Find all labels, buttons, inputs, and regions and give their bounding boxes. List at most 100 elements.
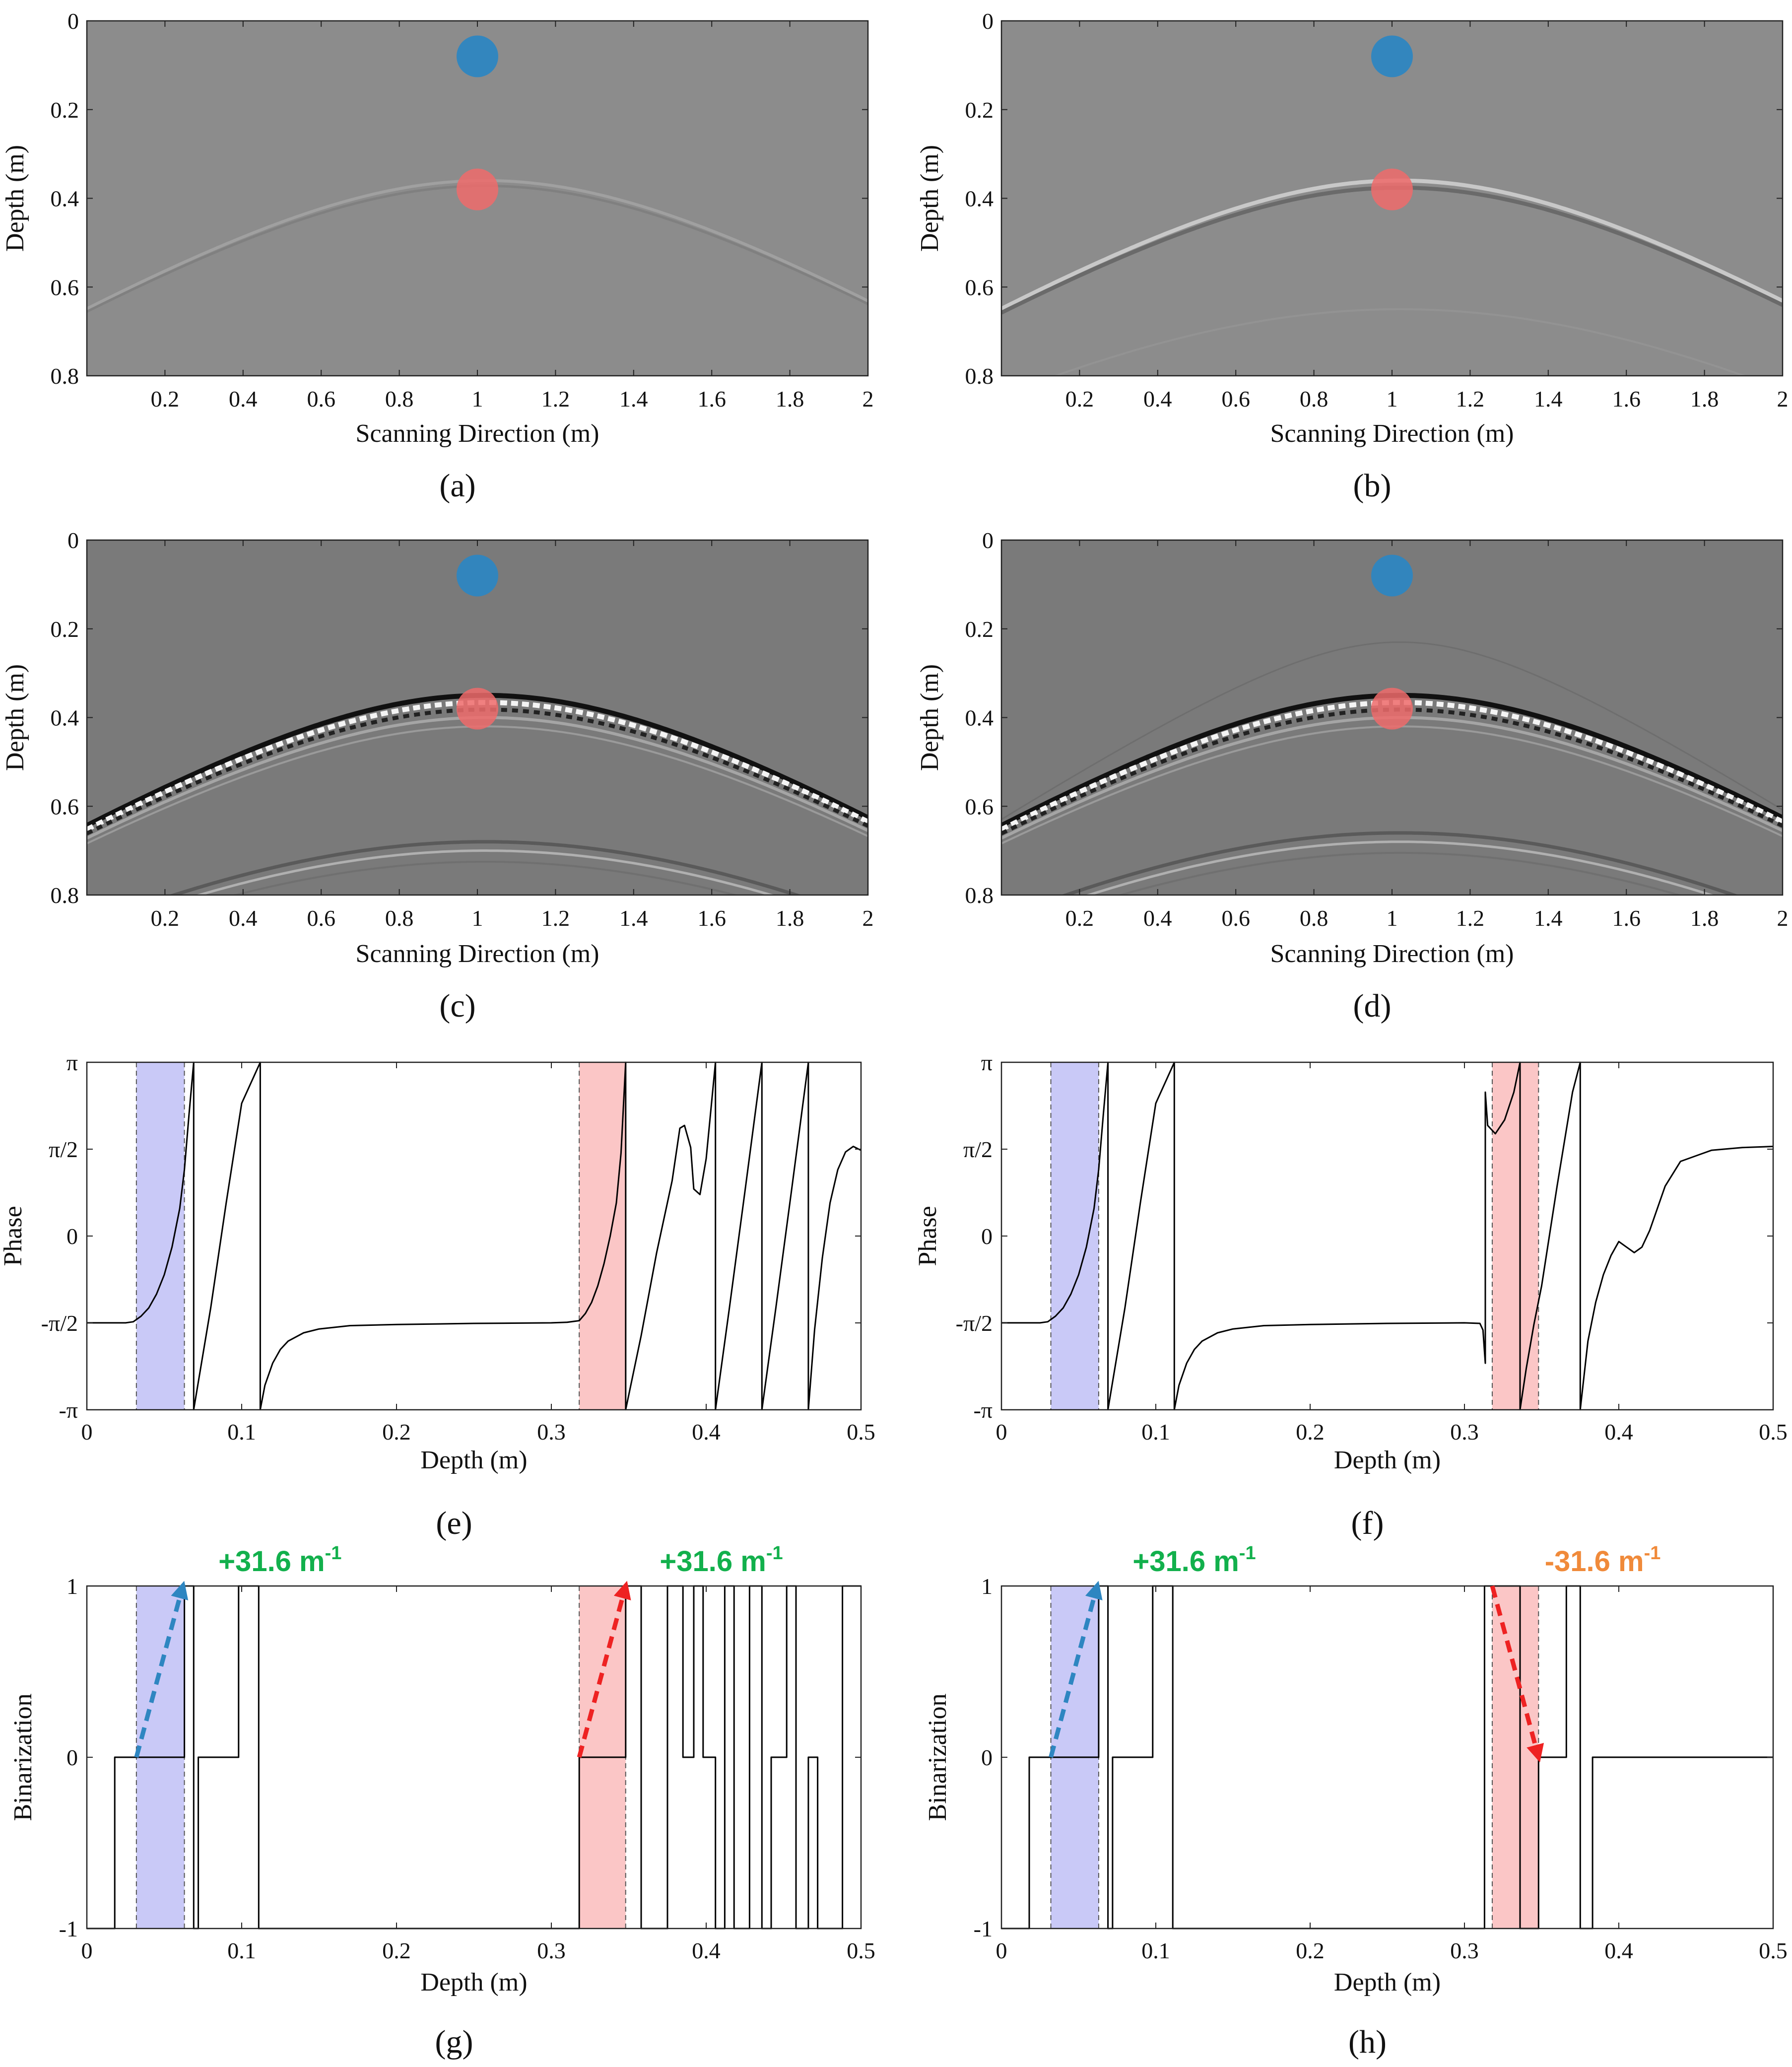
panel-caption: (e) bbox=[436, 1505, 472, 1541]
x-tick-label: 0.5 bbox=[1759, 1419, 1788, 1445]
x-tick-label: 0.4 bbox=[1143, 905, 1172, 931]
x-tick-label: 1.8 bbox=[1690, 386, 1719, 412]
panel-b: 0.2 0.4 0.6 0.8 1 1.2 1.4 1.6 1.8 2 0 0.2 0.4 0.6 0.8 S… bbox=[916, 8, 1789, 504]
red-band bbox=[1492, 1586, 1539, 1929]
x-tick-label: 1.4 bbox=[1534, 905, 1563, 931]
x-tick-label: 1 bbox=[472, 905, 483, 931]
y-tick-label: π bbox=[981, 1050, 993, 1075]
x-tick-label: 1.6 bbox=[1612, 386, 1641, 412]
y-tick-label: 1 bbox=[66, 1574, 78, 1599]
y-tick-label: 0 bbox=[67, 528, 79, 553]
x-tick-label: 0.6 bbox=[307, 905, 335, 931]
y-tick-label: 0 bbox=[982, 528, 994, 553]
x-tick-label: 0.6 bbox=[307, 386, 335, 412]
gradient-label-value: -31.6 m bbox=[1545, 1545, 1644, 1578]
y-tick-label: 0.2 bbox=[965, 97, 994, 123]
hyperbola-reflection bbox=[1053, 308, 1747, 376]
radargram-content bbox=[1001, 641, 1783, 895]
series-phase bbox=[1001, 1061, 1774, 1411]
x-tick-label: 0.2 bbox=[151, 905, 180, 931]
y-tick-label: 0.6 bbox=[51, 275, 79, 300]
y-tick-label: π/2 bbox=[49, 1137, 78, 1162]
gradient-label: +31.6 m-1 bbox=[218, 1543, 341, 1578]
y-axis-label: Phase bbox=[914, 1206, 942, 1266]
secondary-hyperbola bbox=[195, 849, 776, 895]
y-tick-label: π/2 bbox=[963, 1137, 993, 1162]
y-axis-label: Depth (m) bbox=[1, 664, 29, 771]
y-tick-label: 0.4 bbox=[965, 705, 994, 731]
panel-e: 0 0.1 0.2 0.3 0.4 0.5 -π -π/2 0 π/2 π Depth (m) Phas… bbox=[0, 1050, 875, 1541]
red-band bbox=[579, 1062, 626, 1410]
x-tick-label: 0.6 bbox=[1221, 905, 1250, 931]
x-tick-label: 0.1 bbox=[1141, 1419, 1170, 1445]
secondary-hyperbola bbox=[231, 861, 739, 895]
x-tick-label: 0.2 bbox=[1296, 1419, 1325, 1445]
x-tick-label: 0.4 bbox=[1604, 1938, 1633, 1963]
hyperbola-reflection bbox=[87, 707, 868, 835]
x-tick-label: 0.3 bbox=[537, 1419, 566, 1445]
gradient-label: +31.6 m-1 bbox=[660, 1543, 783, 1578]
plot-background bbox=[1001, 1062, 1773, 1410]
panel-caption: (c) bbox=[439, 988, 475, 1024]
panel-c: 0.2 0.4 0.6 0.8 1 1.2 1.4 1.6 1.8 2 0 0.2 0.4 0.6 0.8 S… bbox=[1, 528, 874, 1024]
panel-a: 0.2 0.4 0.6 0.8 1 1.2 1.4 1.6 1.8 2 0 0.2 0.4 0.6 0.8 S… bbox=[1, 8, 874, 504]
target-marker bbox=[1371, 168, 1413, 210]
panel-d: 0.2 0.4 0.6 0.8 1 1.2 1.4 1.6 1.8 2 0 0.2 0.4 0.6 0.8 S… bbox=[916, 528, 1789, 1024]
target-marker bbox=[457, 168, 498, 210]
x-tick-label: 0 bbox=[81, 1419, 93, 1445]
panel-caption: (b) bbox=[1353, 468, 1392, 504]
gradient-label-value: +31.6 m bbox=[660, 1545, 766, 1578]
x-tick-label: 0.5 bbox=[1759, 1938, 1788, 1963]
y-tick-label: 0.4 bbox=[51, 705, 79, 731]
surface-marker bbox=[1371, 35, 1413, 77]
y-tick-label: 0.2 bbox=[51, 617, 79, 642]
target-marker bbox=[457, 688, 498, 730]
x-axis-label: Scanning Direction (m) bbox=[356, 940, 599, 968]
panel-caption: (h) bbox=[1348, 2024, 1387, 2060]
x-tick-label: 2 bbox=[863, 905, 874, 931]
gradient-label: +31.6 m-1 bbox=[1132, 1543, 1256, 1578]
y-tick-label: π bbox=[66, 1050, 78, 1075]
x-axis-label: Depth (m) bbox=[1334, 1446, 1441, 1474]
x-tick-label: 0.2 bbox=[1065, 386, 1094, 412]
y-axis-label: Depth (m) bbox=[916, 145, 944, 252]
blue-band bbox=[1051, 1062, 1099, 1410]
x-tick-label: 0.4 bbox=[229, 386, 258, 412]
y-tick-label: -π bbox=[59, 1397, 78, 1423]
y-tick-label: 0.2 bbox=[51, 97, 79, 123]
secondary-hyperbola bbox=[168, 840, 802, 895]
red-band bbox=[1492, 1062, 1539, 1410]
x-tick-label: 1 bbox=[472, 386, 483, 412]
gradient-label-value: +31.6 m bbox=[1132, 1545, 1239, 1578]
y-axis-label: Binarization bbox=[924, 1693, 952, 1821]
x-tick-label: 0.5 bbox=[847, 1938, 875, 1963]
x-tick-label: 0.3 bbox=[537, 1938, 566, 1963]
x-tick-label: 1.8 bbox=[776, 386, 804, 412]
y-tick-label: 1 bbox=[981, 1574, 993, 1599]
x-tick-label: 0.2 bbox=[382, 1419, 411, 1445]
x-tick-label: 0.3 bbox=[1450, 1419, 1479, 1445]
y-axis-label: Depth (m) bbox=[1, 145, 29, 252]
surface-marker bbox=[457, 554, 498, 597]
faint-hyperbola bbox=[1001, 641, 1783, 820]
y-tick-label: 0.6 bbox=[51, 794, 79, 819]
y-tick-label: 0 bbox=[981, 1224, 993, 1249]
x-tick-label: 1 bbox=[1387, 386, 1398, 412]
surface-marker bbox=[1371, 554, 1413, 597]
x-tick-label: 1.8 bbox=[776, 905, 804, 931]
x-tick-label: 0 bbox=[81, 1938, 93, 1963]
x-tick-label: 1.2 bbox=[1456, 386, 1485, 412]
y-tick-label: -π/2 bbox=[41, 1310, 78, 1336]
x-tick-label: 1.4 bbox=[1534, 386, 1563, 412]
panel-f: 0 0.1 0.2 0.3 0.4 0.5 -π -π/2 0 π/2 π Depth (m) Phas… bbox=[914, 1050, 1788, 1541]
x-axis-label: Scanning Direction (m) bbox=[1270, 940, 1514, 968]
gradient-label-value: +31.6 m bbox=[218, 1545, 325, 1578]
y-tick-label: 0 bbox=[982, 8, 994, 34]
x-tick-label: 0 bbox=[996, 1938, 1007, 1963]
x-tick-label: 2 bbox=[1777, 386, 1789, 412]
red-gradient-arrow bbox=[577, 1581, 631, 1758]
x-tick-label: 1 bbox=[1387, 905, 1398, 931]
x-tick-label: 0.4 bbox=[229, 905, 258, 931]
